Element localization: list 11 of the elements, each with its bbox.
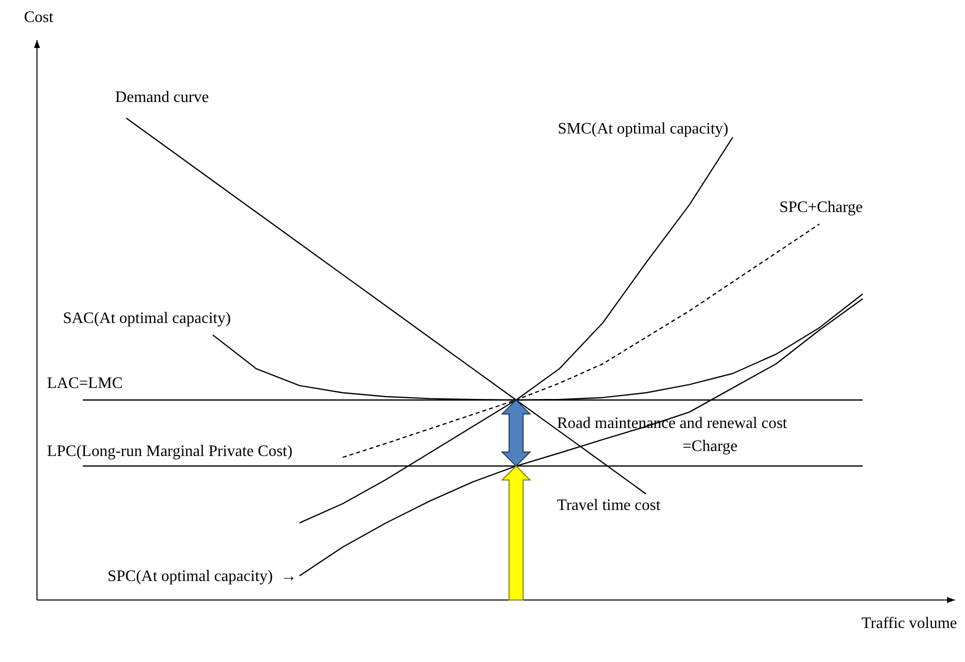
text: Cost <box>24 9 54 26</box>
series-label: Demand curve <box>115 89 209 106</box>
series-label: SMC(At optimal capacity) <box>558 120 728 138</box>
series-label: SPC+Charge <box>779 199 863 216</box>
series-label: LPC(Long-run Marginal Private Cost) <box>47 443 292 460</box>
series-label: SPC(At optimal capacity) → <box>107 568 297 585</box>
series-label: SAC(At optimal capacity) <box>62 310 231 327</box>
annotation: Travel time cost <box>557 497 661 514</box>
annotation: =Charge <box>682 438 738 455</box>
x-axis-title: Traffic volume <box>861 615 957 632</box>
series-label: LAC=LMC <box>47 375 123 392</box>
